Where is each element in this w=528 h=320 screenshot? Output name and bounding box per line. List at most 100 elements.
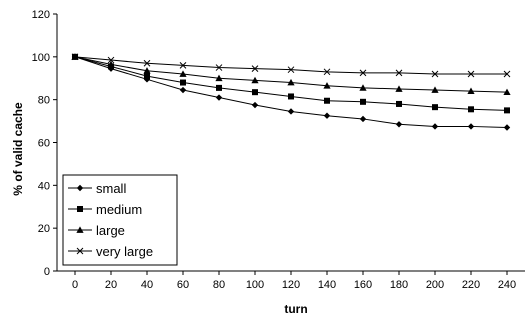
data-point-small bbox=[359, 115, 367, 123]
data-point-medium bbox=[468, 106, 474, 113]
series-line-very-large bbox=[74, 56, 507, 75]
data-point-very-large bbox=[107, 56, 115, 64]
data-point-very-large bbox=[431, 70, 439, 78]
data-point-medium bbox=[504, 107, 510, 114]
x-marker-stroke bbox=[503, 70, 511, 78]
data-point-medium bbox=[180, 79, 186, 86]
x-axis-title: turn bbox=[284, 302, 307, 316]
data-point-medium bbox=[252, 89, 258, 96]
data-point-large bbox=[467, 87, 475, 94]
data-point-large bbox=[431, 86, 439, 93]
data-point-very-large bbox=[323, 68, 331, 76]
data-point-medium bbox=[396, 100, 402, 107]
series-small bbox=[71, 53, 511, 131]
data-point-small bbox=[179, 86, 187, 94]
data-point-large bbox=[107, 60, 115, 68]
y-tick-label: 80 bbox=[38, 95, 50, 107]
legend-label: medium bbox=[96, 202, 142, 217]
x-marker-stroke bbox=[143, 59, 151, 67]
data-point-small bbox=[503, 124, 511, 131]
data-point-very-large bbox=[467, 70, 475, 78]
y-tick-label: 0 bbox=[44, 266, 50, 278]
legend-marker bbox=[76, 184, 84, 192]
x-marker-stroke bbox=[359, 69, 367, 77]
data-point-large bbox=[287, 78, 295, 86]
x-tick-label: 220 bbox=[462, 279, 480, 291]
legend-item-medium: medium bbox=[68, 202, 142, 217]
data-point-large bbox=[359, 84, 367, 91]
legend-label: very large bbox=[96, 244, 153, 259]
legend-item-very-large: very large bbox=[68, 244, 153, 259]
data-point-large bbox=[179, 70, 187, 77]
x-tick-label: 180 bbox=[390, 279, 408, 291]
data-point-very-large bbox=[395, 69, 403, 77]
legend-label: small bbox=[96, 181, 126, 196]
y-tick-label: 60 bbox=[38, 138, 50, 150]
data-point-small bbox=[287, 108, 295, 115]
x-tick-label: 0 bbox=[72, 279, 78, 291]
data-point-large bbox=[503, 88, 511, 96]
data-point-very-large bbox=[179, 62, 187, 69]
axes: 0 20 40 60 80 100 120 0 20 40 60 80 100 120 140 160 180 2… bbox=[32, 9, 525, 291]
legend: small medium large very large bbox=[62, 174, 178, 266]
x-marker-stroke bbox=[395, 69, 403, 77]
data-point-very-large bbox=[71, 53, 79, 61]
x-tick-label: 240 bbox=[498, 279, 516, 291]
data-point-small bbox=[251, 101, 259, 109]
data-point-very-large bbox=[215, 64, 223, 71]
data-point-very-large bbox=[143, 59, 151, 67]
y-tick-label: 40 bbox=[38, 180, 50, 192]
data-point-very-large bbox=[251, 65, 259, 72]
series-large bbox=[71, 53, 511, 96]
data-point-medium bbox=[288, 93, 294, 100]
data-point-small bbox=[467, 123, 475, 130]
x-marker-stroke bbox=[431, 70, 439, 78]
x-tick-label: 40 bbox=[141, 279, 153, 291]
data-point-medium bbox=[324, 97, 330, 104]
data-point-large bbox=[251, 76, 259, 84]
data-point-large bbox=[215, 74, 223, 82]
series-layer bbox=[71, 53, 511, 131]
legend-item-large: large bbox=[68, 223, 125, 238]
data-point-medium bbox=[360, 98, 366, 105]
y-tick-label: 120 bbox=[32, 9, 50, 21]
y-tick-label: 20 bbox=[38, 223, 50, 235]
y-axis-title: % of valid cache bbox=[11, 102, 25, 196]
x-marker-stroke bbox=[71, 53, 79, 61]
data-point-small bbox=[395, 121, 403, 128]
legend-marker bbox=[76, 226, 84, 233]
data-point-medium bbox=[216, 84, 222, 91]
x-tick-label: 140 bbox=[318, 279, 336, 291]
data-point-medium bbox=[144, 73, 150, 80]
data-point-small bbox=[143, 76, 151, 83]
x-marker-stroke bbox=[76, 247, 84, 255]
x-marker-stroke bbox=[287, 66, 295, 74]
x-marker-stroke bbox=[107, 56, 115, 64]
x-tick-label: 20 bbox=[105, 279, 117, 291]
x-marker-stroke bbox=[179, 62, 187, 69]
data-point-small bbox=[323, 112, 331, 119]
legend-box bbox=[62, 174, 178, 266]
x-tick-label: 60 bbox=[177, 279, 189, 291]
y-tick-label: 100 bbox=[32, 52, 50, 64]
legend-item-small: small bbox=[68, 181, 126, 196]
legend-label: large bbox=[96, 223, 125, 238]
data-point-small bbox=[215, 94, 223, 101]
data-point-medium bbox=[432, 104, 438, 111]
x-tick-label: 160 bbox=[354, 279, 372, 291]
series-very-large bbox=[71, 53, 511, 78]
x-tick-label: 80 bbox=[213, 279, 225, 291]
legend-marker bbox=[77, 206, 83, 212]
x-tick-label: 100 bbox=[246, 279, 264, 291]
data-point-small bbox=[431, 123, 439, 130]
data-point-very-large bbox=[503, 70, 511, 78]
data-point-large bbox=[323, 82, 331, 89]
x-tick-label: 120 bbox=[282, 279, 300, 291]
data-point-large bbox=[395, 85, 403, 92]
x-marker-stroke bbox=[215, 64, 223, 71]
series-line-small bbox=[74, 56, 508, 129]
x-tick-label: 200 bbox=[426, 279, 444, 291]
x-marker-stroke bbox=[323, 68, 331, 76]
legend-marker bbox=[76, 247, 84, 255]
